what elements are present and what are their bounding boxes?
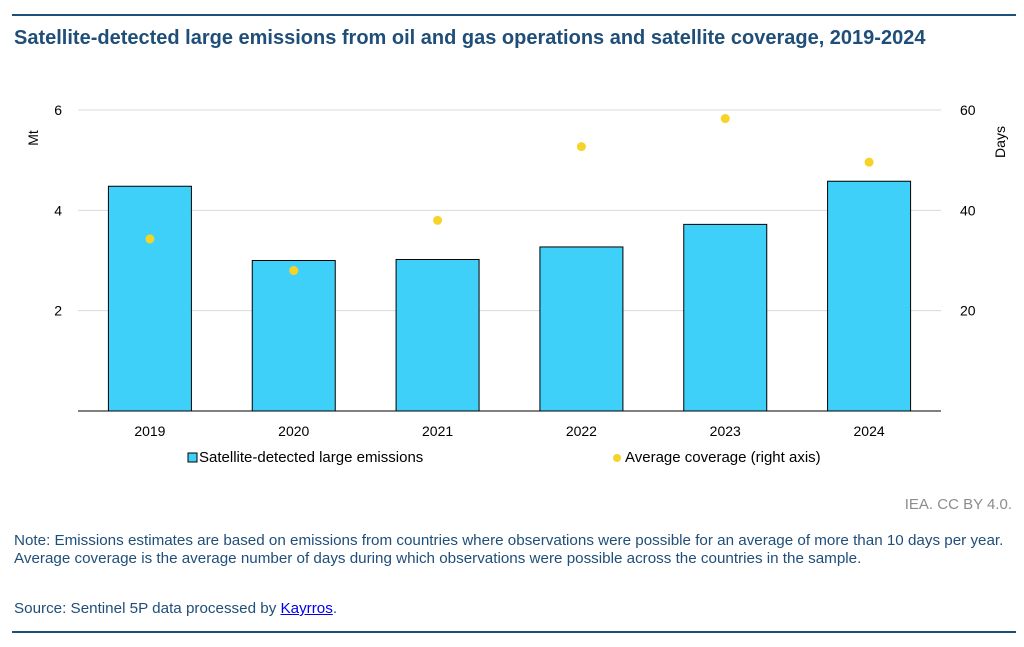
legend-dot-swatch	[613, 454, 621, 462]
legend-bar-label: Satellite-detected large emissions	[199, 449, 423, 466]
y2-axis-label: Days	[992, 126, 1008, 158]
x-tick-label: 2021	[422, 423, 453, 439]
y-tick-label: 4	[54, 202, 62, 218]
x-tick-label: 2024	[854, 423, 885, 439]
legend-bar-swatch	[187, 452, 198, 463]
chart-title: Satellite-detected large emissions from …	[14, 27, 926, 49]
credit: IEA. CC BY 4.0.	[904, 496, 1012, 513]
x-tick-label: 2020	[278, 423, 309, 439]
top-rule	[12, 14, 1016, 16]
scatter-point	[289, 266, 299, 276]
bar	[395, 258, 480, 412]
gridlines	[78, 109, 941, 312]
chart: 2 4 6 20 40 60 2019 2020 2021 2022 2023 2024 Mt Day…	[25, 102, 1008, 466]
source-link[interactable]: Kayrros	[280, 600, 333, 617]
bar-series	[107, 180, 912, 412]
source: Source: Sentinel 5P data processed by Ka…	[14, 600, 337, 617]
scatter-point	[864, 157, 874, 167]
y-axis-label: Mt	[25, 130, 41, 146]
scatter-point	[145, 234, 155, 244]
scatter-point	[433, 215, 443, 225]
x-tick-label: 2019	[134, 423, 165, 439]
axis-ticks: 2 4 6 20 40 60 2019 2020 2021 2022 2023 2024	[54, 102, 976, 439]
bar	[827, 180, 912, 412]
bar	[107, 185, 192, 412]
y-tick-label: 2	[54, 303, 62, 319]
bar	[683, 223, 768, 412]
bottom-rule	[12, 631, 1016, 633]
y2-tick-label: 20	[960, 303, 976, 319]
x-tick-label: 2022	[566, 423, 597, 439]
note: Note: Emissions estimates are based on e…	[14, 532, 1004, 567]
source-suffix: .	[332, 600, 338, 617]
y2-tick-label: 60	[960, 102, 976, 118]
x-tick-label: 2023	[710, 423, 741, 439]
bar	[251, 260, 336, 412]
source-prefix: Source: Sentinel 5P data processed by	[14, 600, 281, 617]
legend-dot-label: Average coverage (right axis)	[625, 449, 821, 466]
y-tick-label: 6	[54, 102, 62, 118]
bar	[539, 246, 624, 412]
legend: Satellite-detected large emissions Averag…	[187, 449, 821, 466]
y2-tick-label: 40	[960, 202, 976, 218]
scatter-series	[145, 114, 874, 276]
scatter-point	[576, 142, 586, 152]
scatter-point	[720, 114, 730, 124]
